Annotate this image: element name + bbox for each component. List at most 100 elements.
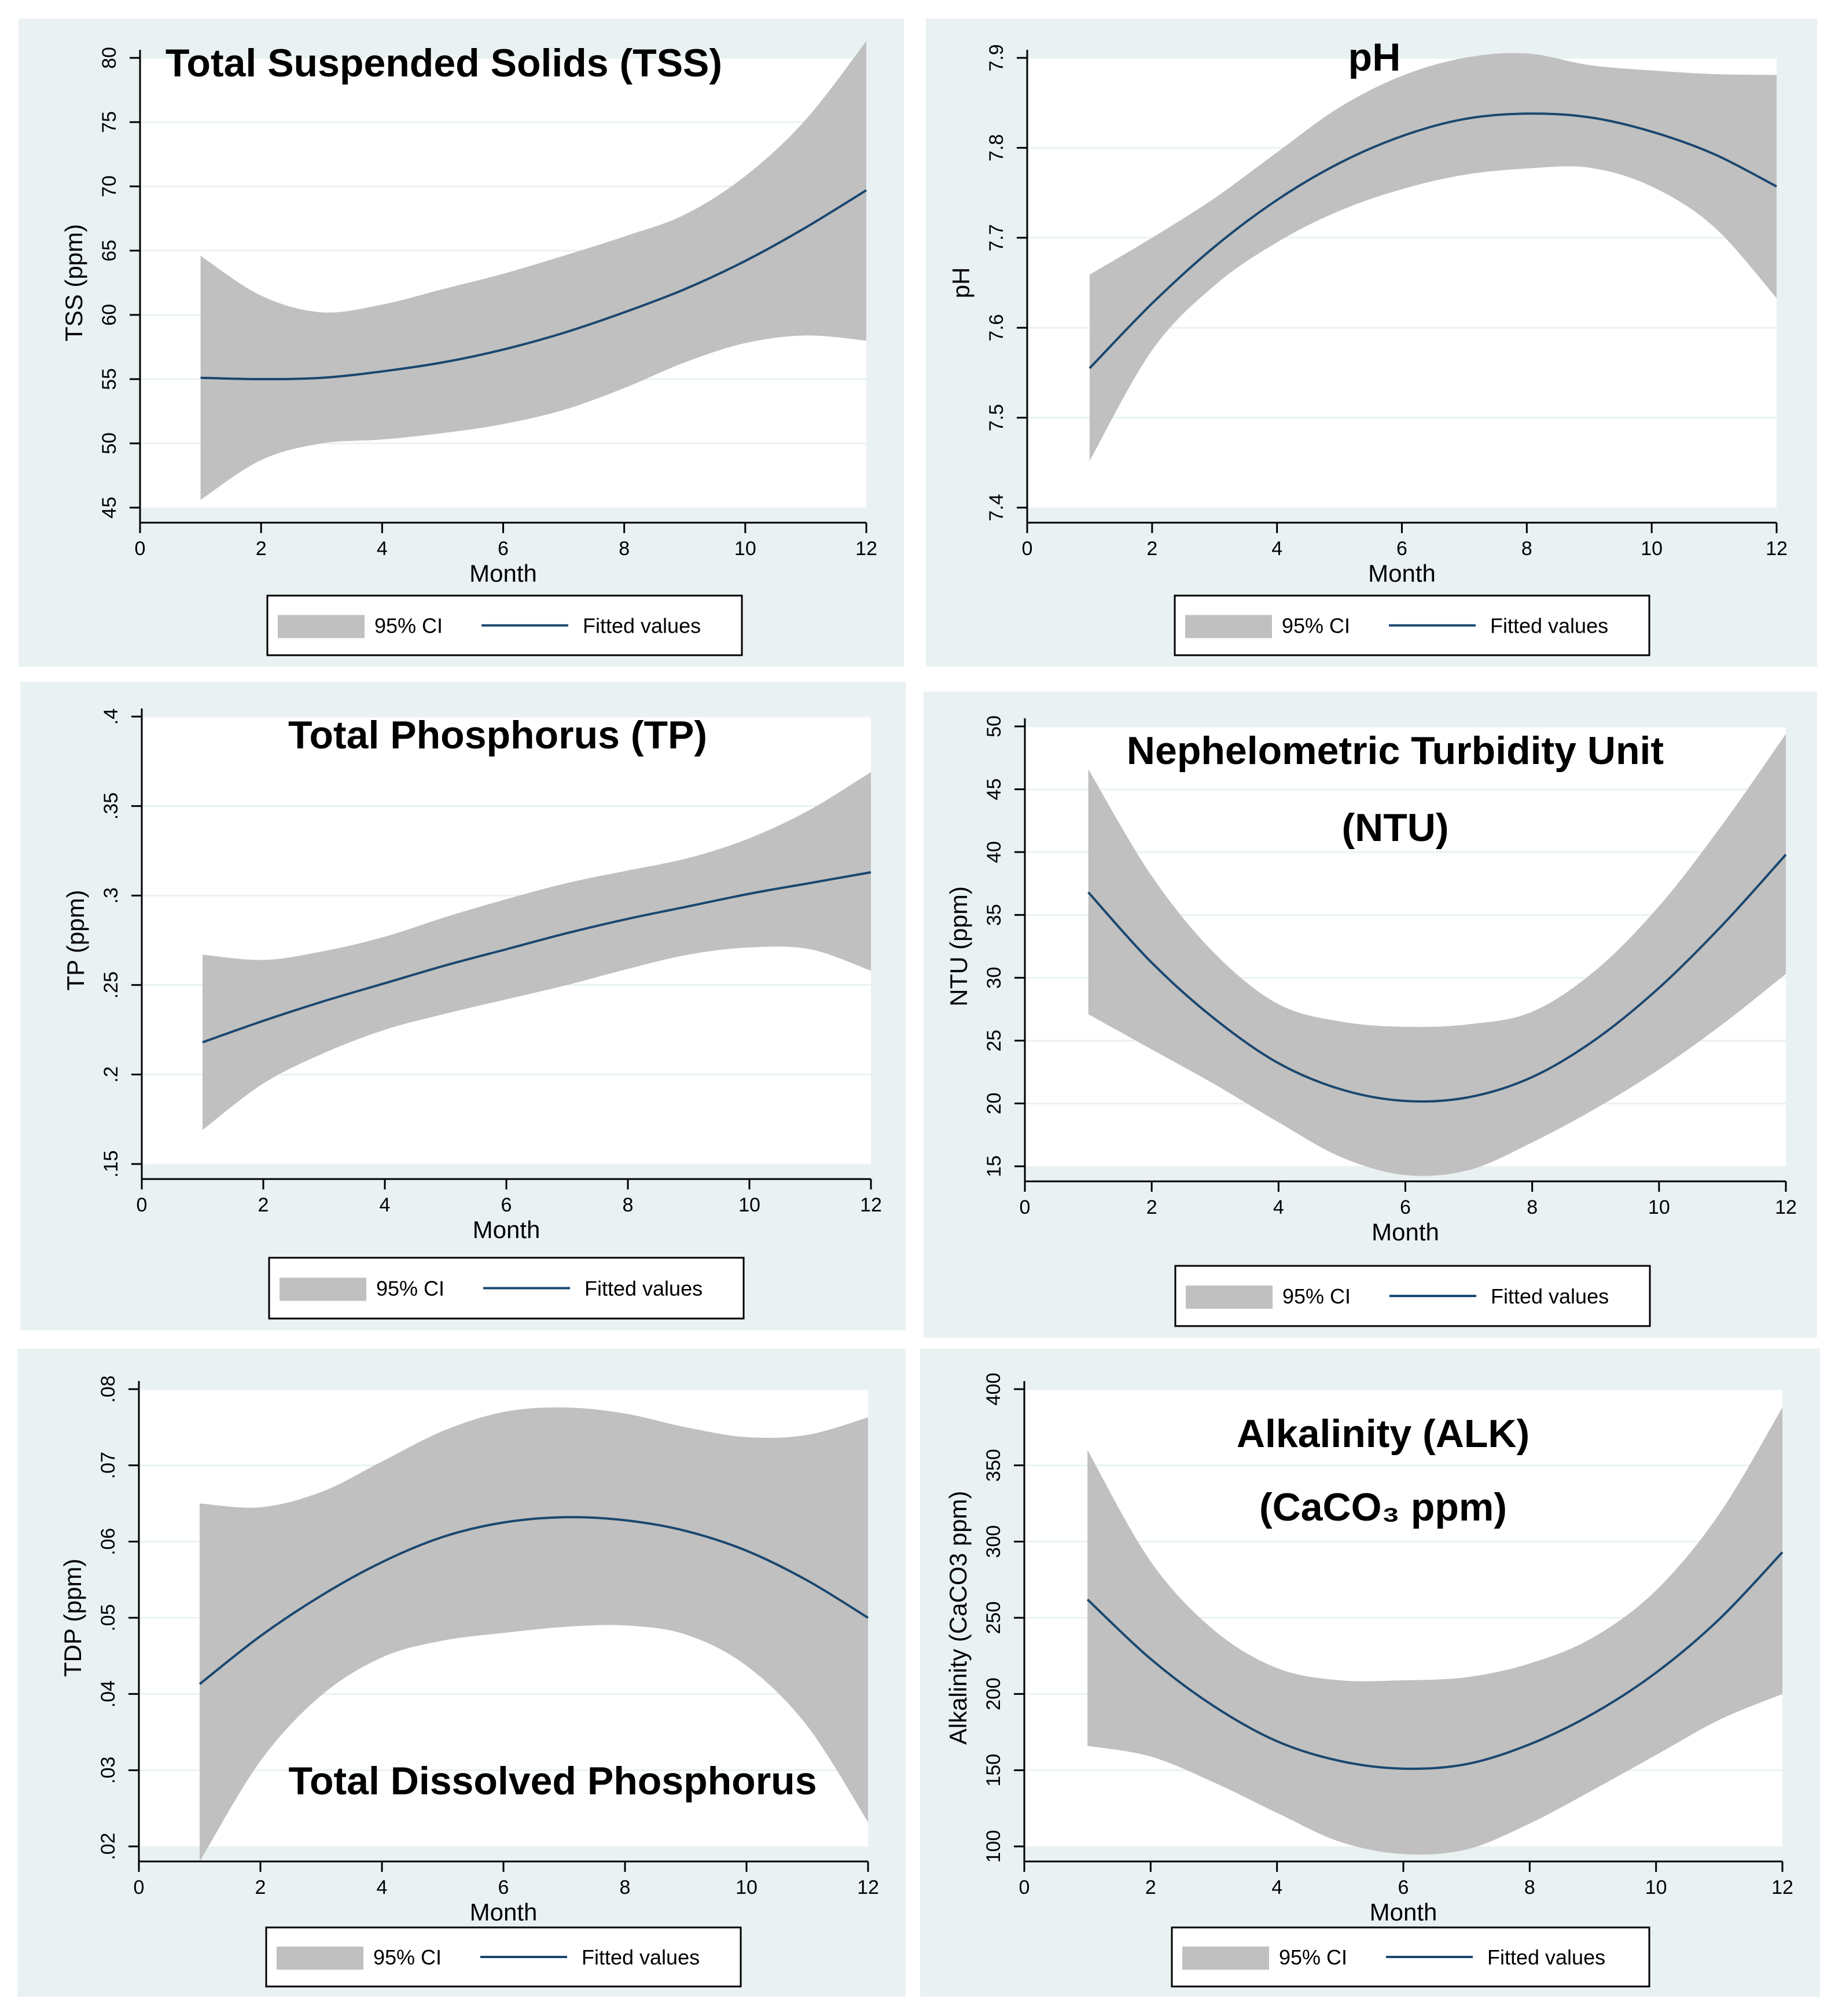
- legend-ci-label: 95% CI: [374, 614, 443, 638]
- legend-fit-label: Fitted values: [583, 614, 701, 638]
- y-tick-label: 7.4: [986, 494, 1008, 521]
- x-tick-label: 4: [1271, 1877, 1282, 1899]
- legend-ci-label: 95% CI: [1282, 1284, 1351, 1308]
- y-tick-label: 7.6: [986, 314, 1008, 341]
- legend: 95% CI Fitted values: [1174, 1265, 1651, 1327]
- x-axis-title: Month: [1372, 1218, 1439, 1246]
- x-tick-label: 6: [1396, 538, 1407, 560]
- y-tick-label: 45: [983, 779, 1005, 800]
- y-tick-label: 250: [983, 1602, 1005, 1635]
- legend: 95% CI Fitted values: [1174, 594, 1650, 656]
- x-axis-title: Month: [1370, 1899, 1437, 1926]
- x-tick-label: 0: [1022, 538, 1033, 560]
- x-tick-label: 6: [1398, 1877, 1409, 1899]
- y-tick-label: 20: [983, 1093, 1005, 1115]
- x-tick-label: 10: [1648, 1196, 1670, 1218]
- x-tick-label: 8: [619, 538, 630, 560]
- x-tick-label: 2: [1145, 1877, 1156, 1899]
- fitted-line: [202, 871, 872, 1044]
- y-tick-label: 7.5: [986, 404, 1008, 431]
- y-tick-label: 7.7: [986, 224, 1008, 251]
- y-tick-label: 400: [983, 1373, 1005, 1406]
- ci-band: [1089, 53, 1777, 461]
- y-tick-label: .06: [97, 1528, 119, 1555]
- y-tick-label: 7.9: [986, 44, 1008, 71]
- chart-panel-tp: .15 .2 .25 .3 .35 .4 0 2 4 6 8 10 12 Month TP (ppm) Tot…: [20, 682, 906, 1330]
- x-tick-label: 4: [380, 1194, 391, 1216]
- chart-svg-ph: 7.4 7.5 7.6 7.7 7.8 7.9 0 2 4 6 8 10 12 Month pH pH 95% …: [947, 35, 1788, 656]
- x-tick-label: 6: [498, 538, 509, 560]
- y-tick-label: 25: [983, 1030, 1005, 1052]
- y-tick-label: .02: [97, 1833, 119, 1860]
- legend-fit-label: Fitted values: [582, 1945, 700, 1969]
- x-tick-label: 8: [1527, 1196, 1538, 1218]
- chart-svg-ntu: 15 20 25 30 35 40 45 50 0 2 4 6 8 10 12 Month NTU (ppm) N…: [945, 715, 1797, 1327]
- x-tick-label: 8: [1521, 538, 1532, 560]
- x-tick-label: 0: [1020, 1196, 1031, 1218]
- y-tick-label: .4: [100, 708, 122, 725]
- ci-band: [1088, 734, 1786, 1176]
- y-tick-label: 55: [98, 368, 120, 390]
- y-tick-label: 40: [983, 841, 1005, 863]
- x-tick-label: 12: [1771, 1877, 1793, 1899]
- x-tick-label: 0: [135, 538, 146, 560]
- chart-svg-alk: 100 150 200 250 300 350 400 0 2 4 6 8 10 12 Month Alkal…: [944, 1373, 1793, 1988]
- fitted-line: [200, 189, 867, 381]
- x-tick-label: 6: [1400, 1196, 1411, 1218]
- x-tick-label: 10: [736, 1877, 758, 1899]
- x-tick-label: 6: [501, 1194, 512, 1216]
- y-axis-title: Alkalinity (CaCO3 ppm): [944, 1491, 972, 1745]
- x-axis-title: Month: [470, 1899, 538, 1926]
- chart-svg-tp: .15 .2 .25 .3 .35 .4 0 2 4 6 8 10 12 Month TP (ppm) Tot…: [62, 708, 882, 1320]
- y-tick-label: 45: [98, 497, 120, 519]
- legend-fit-label: Fitted values: [1491, 1284, 1609, 1308]
- x-axis-title: Month: [1368, 560, 1436, 587]
- legend-fit-label: Fitted values: [1490, 614, 1608, 638]
- chart-title: Total Suspended Solids (TSS): [166, 41, 722, 85]
- y-tick-label: .08: [97, 1375, 119, 1402]
- chart-panel-tdp: .02 .03 .04 .05 .06 .07 .08 0 2 4 6 8 10 12 Month TDP (…: [17, 1349, 906, 1997]
- y-axis-title: TDP (ppm): [59, 1559, 86, 1677]
- x-tick-label: 10: [1641, 538, 1663, 560]
- legend: 95% CI Fitted values: [266, 594, 743, 656]
- y-tick-label: 200: [983, 1677, 1005, 1710]
- y-tick-label: 35: [983, 904, 1005, 926]
- x-tick-label: 2: [1146, 538, 1157, 560]
- x-tick-label: 10: [734, 538, 756, 560]
- legend-ci-swatch: [278, 615, 365, 638]
- x-tick-label: 8: [620, 1877, 631, 1899]
- x-tick-label: 12: [1766, 538, 1788, 560]
- chart-panel-ph: 7.4 7.5 7.6 7.7 7.8 7.9 0 2 4 6 8 10 12 Month pH pH 95% …: [926, 19, 1817, 667]
- y-tick-label: 50: [983, 715, 1005, 737]
- chart-title: pH: [1348, 35, 1401, 79]
- y-tick-label: 350: [983, 1449, 1005, 1482]
- y-tick-label: .04: [97, 1680, 119, 1707]
- legend-ci-swatch: [277, 1947, 363, 1970]
- legend-fit-label: Fitted values: [1487, 1945, 1605, 1969]
- chart-panel-alk: 100 150 200 250 300 350 400 0 2 4 6 8 10 12 Month Alkal…: [920, 1349, 1820, 1997]
- chart-title: Total Dissolved Phosphorus: [288, 1759, 817, 1803]
- x-tick-label: 6: [498, 1877, 509, 1899]
- x-tick-label: 12: [860, 1194, 882, 1216]
- y-tick-label: 70: [98, 175, 120, 197]
- legend-ci-label: 95% CI: [373, 1945, 442, 1969]
- y-tick-label: 100: [983, 1830, 1005, 1863]
- x-tick-label: 10: [738, 1194, 760, 1216]
- chart-title: Total Phosphorus (TP): [288, 713, 707, 757]
- legend-ci-swatch: [1182, 1947, 1269, 1970]
- x-tick-label: 10: [1645, 1877, 1667, 1899]
- x-tick-label: 4: [1273, 1196, 1284, 1218]
- chart-svg-tss: 45 50 55 60 65 70 75 80 0 2 4 6 8 10 12 Month TSS (ppm) T…: [60, 41, 877, 656]
- y-tick-label: 75: [98, 111, 120, 133]
- y-tick-label: .07: [97, 1452, 119, 1479]
- x-tick-label: 2: [1146, 1196, 1157, 1218]
- ci-band: [200, 1407, 868, 1862]
- legend: 95% CI Fitted values: [1171, 1926, 1650, 1988]
- y-axis-title: NTU (ppm): [945, 886, 972, 1007]
- x-tick-label: 12: [857, 1877, 879, 1899]
- fitted-line: [198, 1516, 869, 1685]
- legend-ci-swatch: [1185, 615, 1272, 638]
- fitted-line: [1089, 112, 1777, 369]
- x-tick-label: 0: [134, 1877, 145, 1899]
- legend-ci-label: 95% CI: [376, 1277, 444, 1301]
